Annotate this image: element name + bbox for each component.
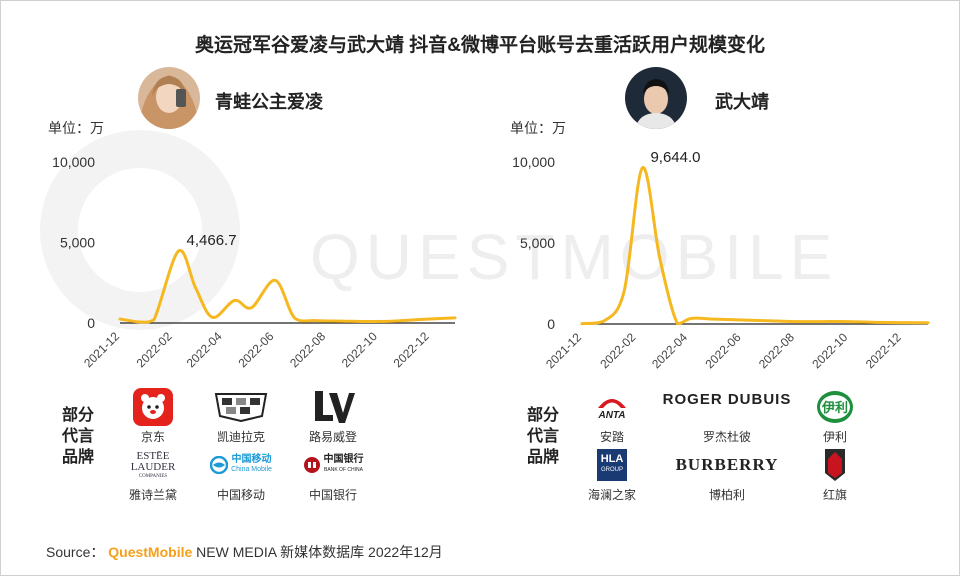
endorsement-heading: 部分 代言 品牌	[62, 405, 94, 468]
brand-item: HLA GROUP 海澜之家	[567, 446, 657, 503]
y-tick-label: 5,000	[520, 235, 555, 251]
logo-text: China Mobile	[231, 466, 272, 473]
bank-of-china-icon: 中国银行 BANK OF CHINA	[288, 446, 378, 484]
x-tick-label: 2022-12	[391, 329, 432, 370]
brand-name: 京东	[140, 430, 165, 444]
series-line	[580, 166, 930, 326]
peak-value-label: 4,466.7	[187, 232, 237, 249]
brand-item: 红旗	[790, 446, 880, 503]
source-note: Source： QuestMobile NEW MEDIA 新媒体数据库 202…	[46, 542, 443, 562]
logo-text: BANK OF CHINA	[324, 467, 363, 473]
x-tick-label: 2022-02	[134, 329, 175, 370]
endorsement-heading-line: 品牌	[62, 449, 95, 466]
source-text: NEW MEDIA 新媒体数据库 2022年12月	[196, 544, 443, 560]
watermark-text: QUESTMOBILE	[310, 221, 839, 293]
logo-text: HLA	[600, 453, 624, 465]
brand-name: 罗杰杜彼	[702, 430, 751, 444]
jd-dog-icon	[108, 388, 198, 426]
brand-name: 安踏	[599, 430, 624, 444]
brand-item: 伊利 伊利	[790, 388, 880, 445]
logo-text: 中国移动	[231, 454, 272, 465]
brand-item: 凯迪拉克	[196, 388, 286, 445]
brand-name: 海澜之家	[587, 488, 636, 502]
x-tick-label: 2022-04	[184, 329, 225, 370]
brand-item: ANTA 安踏	[567, 388, 657, 445]
burberry-icon: BURBERRY	[652, 446, 802, 484]
endorsement-heading-line: 代言	[62, 428, 95, 445]
endorsement-heading-line: 品牌	[527, 449, 560, 466]
y-tick-label: 10,000	[52, 154, 95, 170]
logo-text: ESTĒE	[136, 449, 170, 462]
brand-name: 博柏利	[708, 488, 745, 502]
source-brand: QuestMobile	[108, 544, 193, 560]
x-tick-label: 2021-12	[543, 330, 584, 371]
anta-icon: ANTA	[567, 388, 657, 426]
y-tick-label: 10,000	[512, 154, 555, 170]
brand-item: 京东	[108, 388, 198, 445]
y-tick-label: 0	[547, 316, 555, 332]
brand-name: 中国移动	[216, 488, 265, 502]
cadillac-crest-icon	[196, 388, 286, 426]
brand-name: 凯迪拉克	[216, 430, 265, 444]
brand-name: 伊利	[822, 430, 847, 444]
x-tick-label: 2022-08	[756, 330, 797, 371]
lv-monogram-icon	[288, 388, 378, 426]
athlete-name: 武大靖	[715, 92, 769, 112]
peak-value-label: 9,644.0	[650, 149, 700, 166]
brand-name: 红旗	[822, 488, 847, 502]
athlete-avatar	[138, 67, 200, 129]
x-tick-label: 2021-12	[81, 329, 122, 370]
brand-name: 雅诗兰黛	[128, 488, 177, 502]
endorsement-heading: 部分 代言 品牌	[527, 405, 559, 468]
brand-item: 路易威登	[288, 388, 378, 445]
x-tick-label: 2022-12	[863, 330, 904, 371]
logo-text: ROGER DUBUIS	[662, 390, 792, 408]
logo-text: 伊利	[821, 400, 848, 416]
logo-text: BURBERRY	[675, 455, 779, 474]
brand-item: ESTĒE LAUDER COMPANIES 雅诗兰黛	[108, 446, 198, 503]
brand-item: 中国移动 China Mobile 中国移动	[196, 446, 286, 503]
source-prefix: Source：	[46, 544, 105, 560]
brand-name: 路易威登	[308, 430, 357, 444]
series-line	[118, 249, 457, 324]
endorsement-heading-line: 代言	[527, 428, 560, 445]
logo-text: 中国银行	[323, 454, 364, 465]
x-tick-label: 2022-02	[597, 330, 638, 371]
logo-text: ANTA	[598, 409, 626, 421]
logo-text: LAUDER	[130, 460, 176, 473]
hongqi-icon	[790, 446, 880, 484]
endorsement-heading-line: 部分	[527, 407, 560, 424]
y-tick-label: 5,000	[60, 235, 95, 251]
brand-item: 中国银行 BANK OF CHINA 中国银行	[288, 446, 378, 503]
estee-lauder-icon: ESTĒE LAUDER COMPANIES	[108, 446, 198, 484]
x-tick-label: 2022-06	[702, 330, 743, 371]
athlete-name: 青蛙公主爱凌	[215, 92, 323, 112]
brand-item: ROGER DUBUIS 罗杰杜彼	[652, 380, 802, 445]
logo-text: GROUP	[600, 467, 623, 473]
brand-name: 中国银行	[308, 488, 357, 502]
athlete-avatar	[625, 67, 687, 129]
roger-dubuis-icon: ROGER DUBUIS	[652, 380, 802, 418]
yili-icon: 伊利	[790, 388, 880, 426]
logo-text: COMPANIES	[138, 473, 168, 479]
unit-label: 单位：万	[510, 120, 566, 136]
x-tick-label: 2022-10	[809, 330, 850, 371]
china-mobile-icon: 中国移动 China Mobile	[196, 446, 286, 484]
x-tick-label: 2022-10	[339, 329, 380, 370]
unit-label: 单位：万	[48, 120, 104, 136]
brand-item: BURBERRY 博柏利	[652, 446, 802, 503]
chart-title: 奥运冠军谷爱凌与武大靖 抖音&微博平台账号去重活跃用户规模变化	[194, 35, 765, 56]
hla-icon: HLA GROUP	[567, 446, 657, 484]
x-tick-label: 2022-06	[235, 329, 276, 370]
y-tick-label: 0	[87, 315, 95, 331]
x-tick-label: 2022-04	[649, 330, 690, 371]
x-tick-label: 2022-08	[287, 329, 328, 370]
endorsement-heading-line: 部分	[62, 407, 95, 424]
